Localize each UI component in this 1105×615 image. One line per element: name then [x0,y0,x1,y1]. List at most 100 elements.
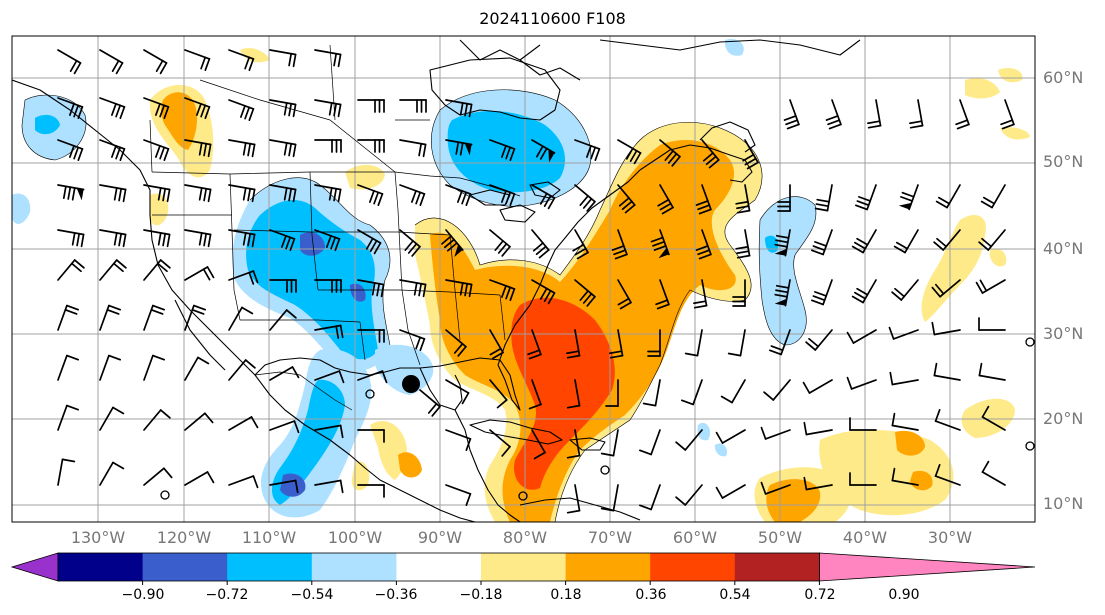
wind-barb [57,458,76,486]
wind-barb [489,229,511,257]
wind-barb [888,326,919,340]
island-outline [1025,441,1035,451]
wind-barb [566,484,581,514]
wind-barb [600,484,619,512]
wind-barb [574,279,596,307]
wind-barb [445,184,472,207]
wind-barb [228,229,256,248]
wind-barb [742,139,759,170]
anomaly-contour [758,196,817,346]
coastline [519,59,581,81]
colorbar-tick-label: −0.54 [290,587,334,603]
wind-barb [638,484,661,511]
wind-barb [143,259,171,281]
lon-label-90w: 90°W [417,528,463,547]
wind-barb [269,420,300,434]
wind-barb [605,379,619,407]
colorbar-tick-label: 0.36 [635,587,667,603]
wind-barb [445,279,473,298]
wind-barb [846,329,877,344]
wind-barb [609,329,624,359]
wind-barb [184,49,211,72]
wind-barb [617,139,642,165]
wind-barb [675,429,703,451]
wind-barb [57,49,82,75]
wind-barb [99,229,127,248]
lon-label-60w: 60°W [672,528,718,547]
storm-center-marker [402,375,420,393]
wind-barb [980,184,1006,209]
wind-barb [357,329,385,343]
colorbar-tick-label: 0.90 [888,587,920,603]
political-border [229,173,241,321]
wind-barb [228,184,256,203]
wind-barb [701,139,720,169]
wind-barb [143,354,166,381]
political-border [240,319,361,323]
wind-barb [441,229,464,257]
wind-barb [715,484,746,499]
lat-label-40n: 40°N [1043,239,1084,258]
wind-barb [617,184,636,214]
wind-barb [184,139,212,158]
wind-barb [891,279,919,301]
wind-barb [489,139,516,162]
wind-barb [655,279,670,310]
wind-barb [803,421,833,436]
wind-barb [735,229,751,259]
wind-barb [935,184,961,209]
wind-barb [931,279,961,298]
wind-barb [978,317,1006,331]
wind-barb [777,184,791,212]
wind-barb [975,279,1006,294]
wind-barb [445,329,467,357]
wind-barb [867,99,882,129]
wind-barb [774,229,791,257]
wind-barb [647,329,661,357]
wind-barb [803,476,833,491]
wind-barb [981,405,1006,431]
wind-barb [57,97,84,120]
political-border [254,371,353,411]
coastline [469,419,563,445]
wind-barb [399,229,421,257]
political-border [359,321,366,361]
wind-barb [445,429,472,452]
coastline [459,39,541,61]
wind-barb [314,99,342,118]
wind-barb [489,184,516,207]
wind-barb [695,184,712,215]
wind-barb [720,379,746,404]
lat-label-50n: 50°N [1043,152,1084,171]
colorbar-tick-label: −0.36 [374,587,418,603]
wind-barb [810,229,833,256]
lon-label-80w: 80°W [502,528,548,547]
wind-barb [684,329,703,357]
wind-barb [760,481,791,495]
wind-barb [760,426,791,440]
wind-barb [314,139,342,153]
wind-barb [445,379,470,405]
wind-barb [184,304,207,331]
wind-barb [228,359,256,381]
wind-barb [527,329,542,360]
lat-label-60n: 60°N [1043,68,1084,87]
wind-barb [909,99,924,129]
wind-barb [774,279,791,307]
wind-barb [489,279,516,302]
wind-barb [531,184,556,210]
wind-barb [566,429,581,459]
wind-barb [849,472,877,486]
wind-barb [357,184,384,207]
anomaly-contour [414,121,763,522]
wind-barb [531,279,556,305]
colorbar-segment [481,553,567,581]
wind-barb [99,354,122,381]
wind-barb [228,416,259,431]
political-border [149,119,153,173]
wind-barb [851,279,877,304]
wind-barb [657,184,674,215]
colorbar-tick-label: −0.90 [121,587,165,603]
wind-barb [489,329,504,360]
